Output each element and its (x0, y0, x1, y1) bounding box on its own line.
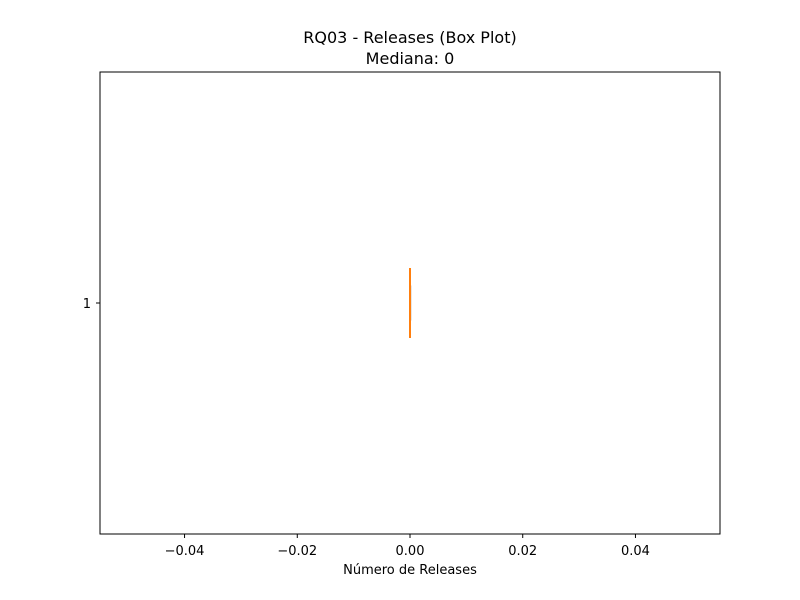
x-tick-label: 0.02 (508, 544, 537, 559)
chart-subtitle: Mediana: 0 (366, 49, 455, 68)
x-axis: −0.04 −0.02 0.00 0.02 0.04 (165, 534, 650, 559)
y-tick-label: 1 (83, 297, 91, 312)
x-tick-label: −0.04 (165, 544, 205, 559)
x-tick-label: 0.04 (621, 544, 650, 559)
box-series (409, 268, 412, 338)
x-axis-label: Número de Releases (343, 563, 477, 578)
x-tick-label: −0.02 (277, 544, 317, 559)
y-axis: 1 (83, 297, 100, 312)
x-tick-label: 0.00 (396, 544, 425, 559)
chart-title: RQ03 - Releases (Box Plot) (303, 28, 516, 47)
